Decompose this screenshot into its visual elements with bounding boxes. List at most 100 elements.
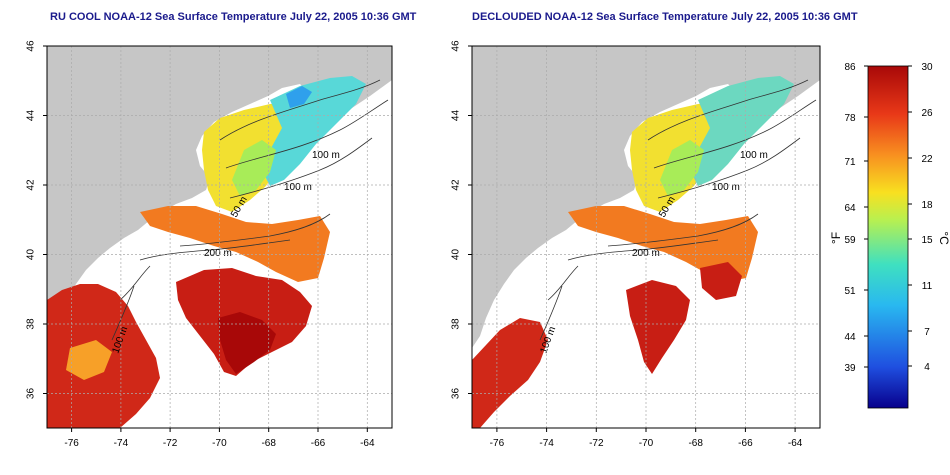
fahrenheit-unit-label: °F — [829, 232, 843, 244]
land-mass — [47, 46, 392, 348]
f-tick: 86 — [844, 62, 868, 73]
left-map: 100 m 100 m 50 m 200 m 100 m — [47, 46, 392, 428]
contour-label: 100 m — [284, 182, 312, 193]
right-panel-title: DECLOUDED NOAA-12 Sea Surface Temperatur… — [472, 11, 858, 23]
svg-text:22: 22 — [921, 154, 933, 165]
y-tick: 36 — [26, 388, 47, 400]
f-tick: 71 — [844, 157, 868, 168]
svg-text:30: 30 — [921, 62, 933, 73]
c-tick: 11 — [908, 281, 933, 292]
svg-text:-68: -68 — [688, 438, 703, 449]
grid-lines — [472, 46, 820, 428]
sst-gulf-stream — [218, 312, 276, 374]
f-tick: 39 — [844, 363, 868, 374]
c-tick: 7 — [908, 327, 930, 338]
bathymetry-contours — [539, 79, 817, 341]
x-tick: -64 — [360, 428, 375, 449]
x-tick: -72 — [589, 428, 604, 449]
svg-text:-64: -64 — [360, 438, 375, 449]
svg-text:44: 44 — [844, 332, 856, 343]
x-tick: -68 — [688, 428, 703, 449]
y-tick: 42 — [451, 179, 472, 191]
y-tick: 40 — [26, 249, 47, 261]
sst-offshore-red — [626, 280, 690, 374]
right-y-axis: 46 44 42 40 38 36 — [451, 40, 472, 399]
svg-text:-72: -72 — [163, 438, 178, 449]
c-tick: 4 — [908, 362, 930, 373]
y-tick: 44 — [451, 110, 472, 121]
contour-label: 100 m — [312, 150, 340, 161]
sst-orange-patch — [66, 340, 112, 380]
sst-green-band — [660, 140, 704, 196]
svg-text:-66: -66 — [738, 438, 753, 449]
bathymetry-contours — [111, 79, 389, 341]
svg-text:-66: -66 — [311, 438, 326, 449]
svg-text:40: 40 — [451, 249, 462, 261]
svg-text:-76: -76 — [64, 438, 79, 449]
svg-text:40: 40 — [26, 249, 37, 261]
svg-text:18: 18 — [921, 200, 933, 211]
svg-text:64: 64 — [844, 203, 856, 214]
svg-text:38: 38 — [451, 318, 462, 330]
sst-red-patch — [700, 262, 742, 300]
svg-text:71: 71 — [844, 157, 856, 168]
y-tick: 38 — [26, 318, 47, 330]
svg-text:46: 46 — [451, 40, 462, 52]
right-x-axis: -76 -74 -72 -70 -68 -66 -64 — [490, 428, 803, 449]
x-tick: -74 — [114, 428, 129, 449]
sst-cool-shelf — [262, 76, 366, 186]
x-tick: -68 — [261, 428, 276, 449]
svg-text:42: 42 — [451, 179, 462, 191]
svg-text:7: 7 — [924, 327, 930, 338]
y-tick: 38 — [451, 318, 472, 330]
f-tick: 78 — [844, 113, 868, 124]
svg-text:15: 15 — [921, 235, 933, 246]
svg-text:42: 42 — [26, 179, 37, 191]
sst-cold-bay — [286, 86, 312, 108]
y-tick: 46 — [26, 40, 47, 52]
c-tick: 26 — [908, 108, 933, 119]
sst-warm-shelf — [140, 206, 330, 282]
x-tick: -64 — [788, 428, 803, 449]
y-tick: 44 — [26, 110, 47, 122]
svg-text:-64: -64 — [788, 438, 803, 449]
y-tick: 46 — [451, 40, 472, 52]
svg-text:-72: -72 — [589, 438, 604, 449]
left-x-axis: -76 -74 -72 -70 -68 -66 -64 — [64, 428, 375, 449]
c-tick: 30 — [908, 62, 933, 73]
svg-text:26: 26 — [921, 108, 933, 119]
svg-text:51: 51 — [844, 286, 856, 297]
x-tick: -70 — [212, 428, 227, 449]
contour-label: 200 m — [204, 248, 232, 259]
sst-warm-shelf — [568, 206, 758, 282]
svg-text:36: 36 — [26, 388, 37, 400]
svg-text:86: 86 — [844, 62, 856, 73]
y-tick: 40 — [451, 249, 472, 261]
svg-text:-68: -68 — [261, 438, 276, 449]
svg-text:44: 44 — [26, 110, 37, 122]
svg-text:11: 11 — [922, 281, 933, 292]
x-tick: -76 — [64, 428, 79, 449]
x-tick: -74 — [539, 428, 554, 449]
svg-text:78: 78 — [844, 113, 856, 124]
svg-text:4: 4 — [924, 362, 930, 373]
svg-text:36: 36 — [451, 388, 462, 400]
celsius-unit-label: °C — [937, 231, 950, 245]
contour-label: 200 m — [632, 248, 660, 259]
f-tick: 51 — [844, 286, 868, 297]
f-tick: 59 — [844, 235, 868, 246]
f-tick: 64 — [844, 203, 868, 214]
celsius-ticks: 30 26 22 18 15 11 7 4 — [908, 62, 933, 373]
grid-lines — [47, 46, 392, 428]
x-tick: -66 — [311, 428, 326, 449]
x-tick: -66 — [738, 428, 753, 449]
svg-text:46: 46 — [26, 40, 37, 52]
left-y-axis: 46 44 42 40 38 36 — [26, 40, 47, 399]
svg-text:-74: -74 — [539, 438, 554, 449]
svg-text:-70: -70 — [212, 438, 227, 449]
x-tick: -76 — [490, 428, 505, 449]
svg-text:-74: -74 — [114, 438, 129, 449]
left-panel-title: RU COOL NOAA-12 Sea Surface Temperature … — [50, 11, 417, 23]
y-tick: 42 — [26, 179, 47, 191]
